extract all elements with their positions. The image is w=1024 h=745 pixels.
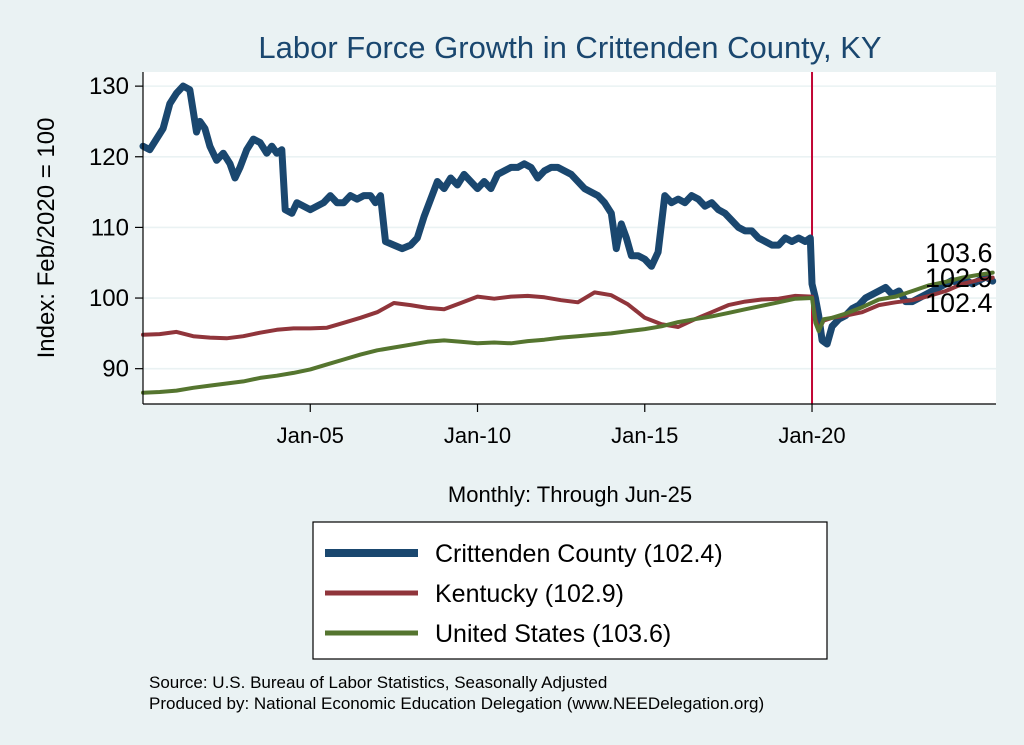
x-axis-ticks: Jan-05 Jan-10 Jan-15 Jan-20 [277,404,846,448]
chart-title: Labor Force Growth in Crittenden County,… [258,30,881,65]
end-label-2: 102.4 [925,288,993,318]
y-tick-label-100: 100 [89,285,129,312]
series-line-1 [141,275,995,341]
x-axis-label: Monthly: Through Jun-25 [448,482,692,507]
x-tick-label-1: Jan-10 [444,423,511,448]
legend: Crittenden County (102.4) Kentucky (102.9… [312,521,828,660]
y-tick-label-110: 110 [91,214,129,241]
plot-area [143,72,996,404]
y-axis-ticks: 90 100 110 120 130 [89,73,143,383]
x-tick-label-3: Jan-20 [778,423,845,448]
legend-entries: Crittenden County (102.4) Kentucky (102.9… [325,540,723,648]
source-line-1: Source: U.S. Bureau of Labor Statistics,… [149,673,607,692]
end-label-1: 102.9 [925,263,993,293]
legend-label-0: Crittenden County (102.4) [435,540,723,568]
y-tick-label-130: 130 [89,73,129,100]
legend-label-2: United States (103.6) [435,620,671,648]
source-line-2: Produced by: National Economic Education… [149,694,764,713]
y-axis-label: Index: Feb/2020 = 100 [33,118,60,359]
y-tick-label-90: 90 [102,356,129,383]
y-tick-label-120: 120 [89,144,129,171]
series-lines [139,82,997,395]
end-label-0: 103.6 [925,238,993,268]
series-line-2 [141,270,995,395]
x-tick-label-0: Jan-05 [277,423,344,448]
x-tick-label-2: Jan-15 [611,423,678,448]
legend-label-1: Kentucky (102.9) [435,580,624,608]
